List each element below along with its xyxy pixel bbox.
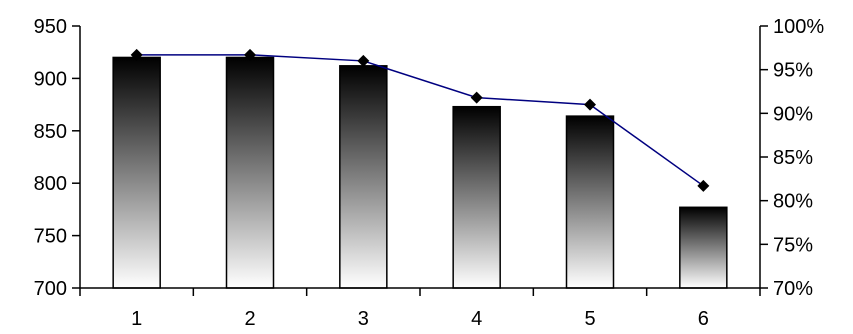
x-tick-label: 2	[244, 308, 255, 330]
left-tick-label: 750	[34, 226, 67, 248]
line-point-6	[697, 179, 710, 192]
line-point-3	[357, 54, 370, 67]
right-tick-label: 95%	[773, 60, 813, 82]
line-point-2	[244, 48, 256, 61]
bar-1	[112, 56, 161, 289]
left-tick-label: 700	[34, 278, 67, 300]
axes-layer: 700 750 800 850 900 950 70% 75% 80% 85% 90% 95% 100%…	[34, 16, 825, 330]
line-point-4	[470, 91, 483, 104]
right-tick-label: 70%	[773, 278, 813, 300]
bars-layer	[112, 56, 728, 289]
right-tick-label: 90%	[773, 103, 813, 125]
right-tick-label: 85%	[773, 147, 813, 169]
bar-5	[565, 115, 615, 289]
series-line	[136, 54, 704, 187]
left-tick-label: 900	[34, 68, 67, 90]
x-tick-label: 1	[131, 308, 142, 330]
bar-4	[452, 105, 501, 289]
bar-3	[339, 65, 388, 289]
x-tick-label: 5	[584, 308, 595, 330]
line-layer	[130, 48, 710, 192]
right-tick-label: 75%	[773, 234, 813, 256]
line-point-1	[130, 48, 143, 61]
left-tick-label: 850	[34, 121, 67, 143]
right-tick-label: 80%	[773, 191, 813, 213]
x-tick-label: 6	[698, 308, 709, 330]
left-tick-label: 800	[34, 173, 67, 195]
bar-2	[225, 56, 275, 289]
bar-6	[679, 206, 728, 289]
line-point-5	[584, 98, 596, 111]
x-tick-label: 4	[471, 308, 482, 330]
left-tick-label: 950	[34, 16, 67, 38]
x-tick-label: 3	[358, 308, 369, 330]
right-tick-label: 100%	[773, 16, 824, 38]
